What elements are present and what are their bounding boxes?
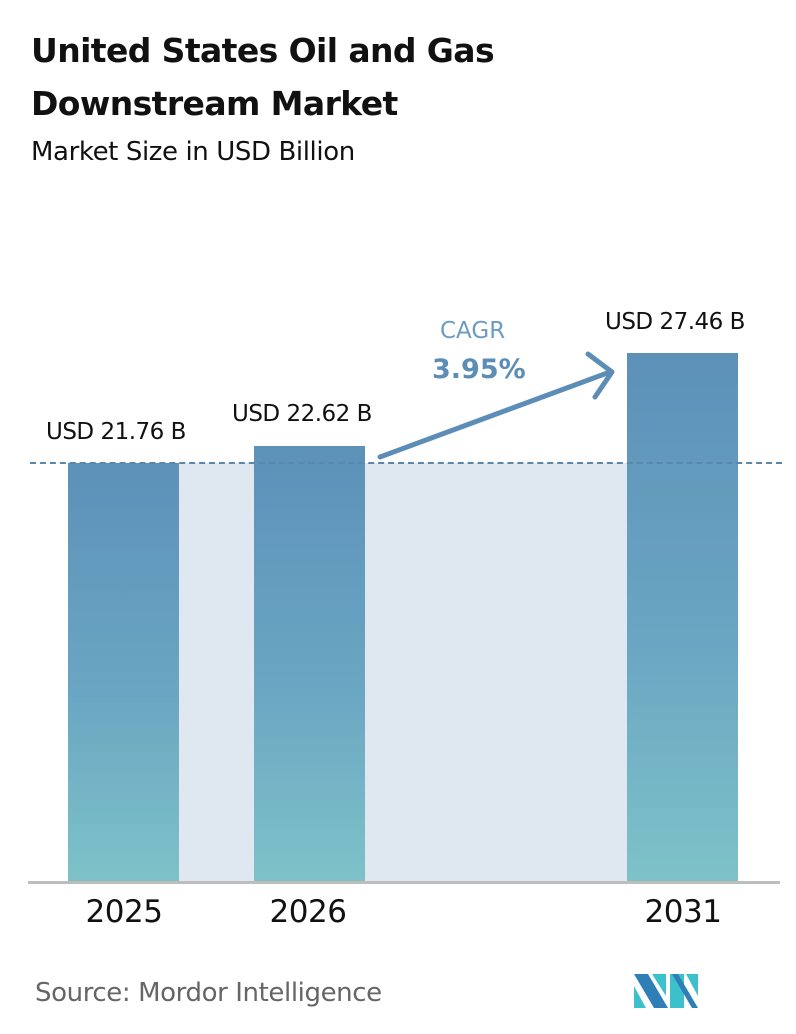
value-label-2026: USD 22.62 B — [232, 401, 372, 427]
cagr-label: CAGR — [440, 318, 506, 344]
cagr-arrow-icon — [377, 351, 615, 460]
reference-dashed-line — [30, 462, 782, 464]
x-label-2031: 2031 — [644, 894, 722, 930]
x-axis-line — [28, 881, 780, 884]
chart-title: United States Oil and Gas Downstream Mar… — [31, 31, 495, 123]
x-label-2026: 2026 — [269, 894, 347, 930]
bar-2031 — [627, 353, 738, 882]
background-band — [179, 463, 627, 882]
source-text: Source: Mordor Intelligence — [35, 978, 382, 1008]
bar-2026 — [254, 446, 365, 882]
value-label-2025: USD 21.76 B — [46, 419, 186, 445]
x-label-2025: 2025 — [85, 894, 163, 930]
chart-subtitle: Market Size in USD Billion — [31, 137, 355, 167]
cagr-value: 3.95% — [432, 354, 526, 385]
bar-2025 — [68, 463, 179, 882]
mordor-intelligence-logo-icon — [634, 974, 698, 1008]
value-label-2031: USD 27.46 B — [605, 309, 745, 335]
